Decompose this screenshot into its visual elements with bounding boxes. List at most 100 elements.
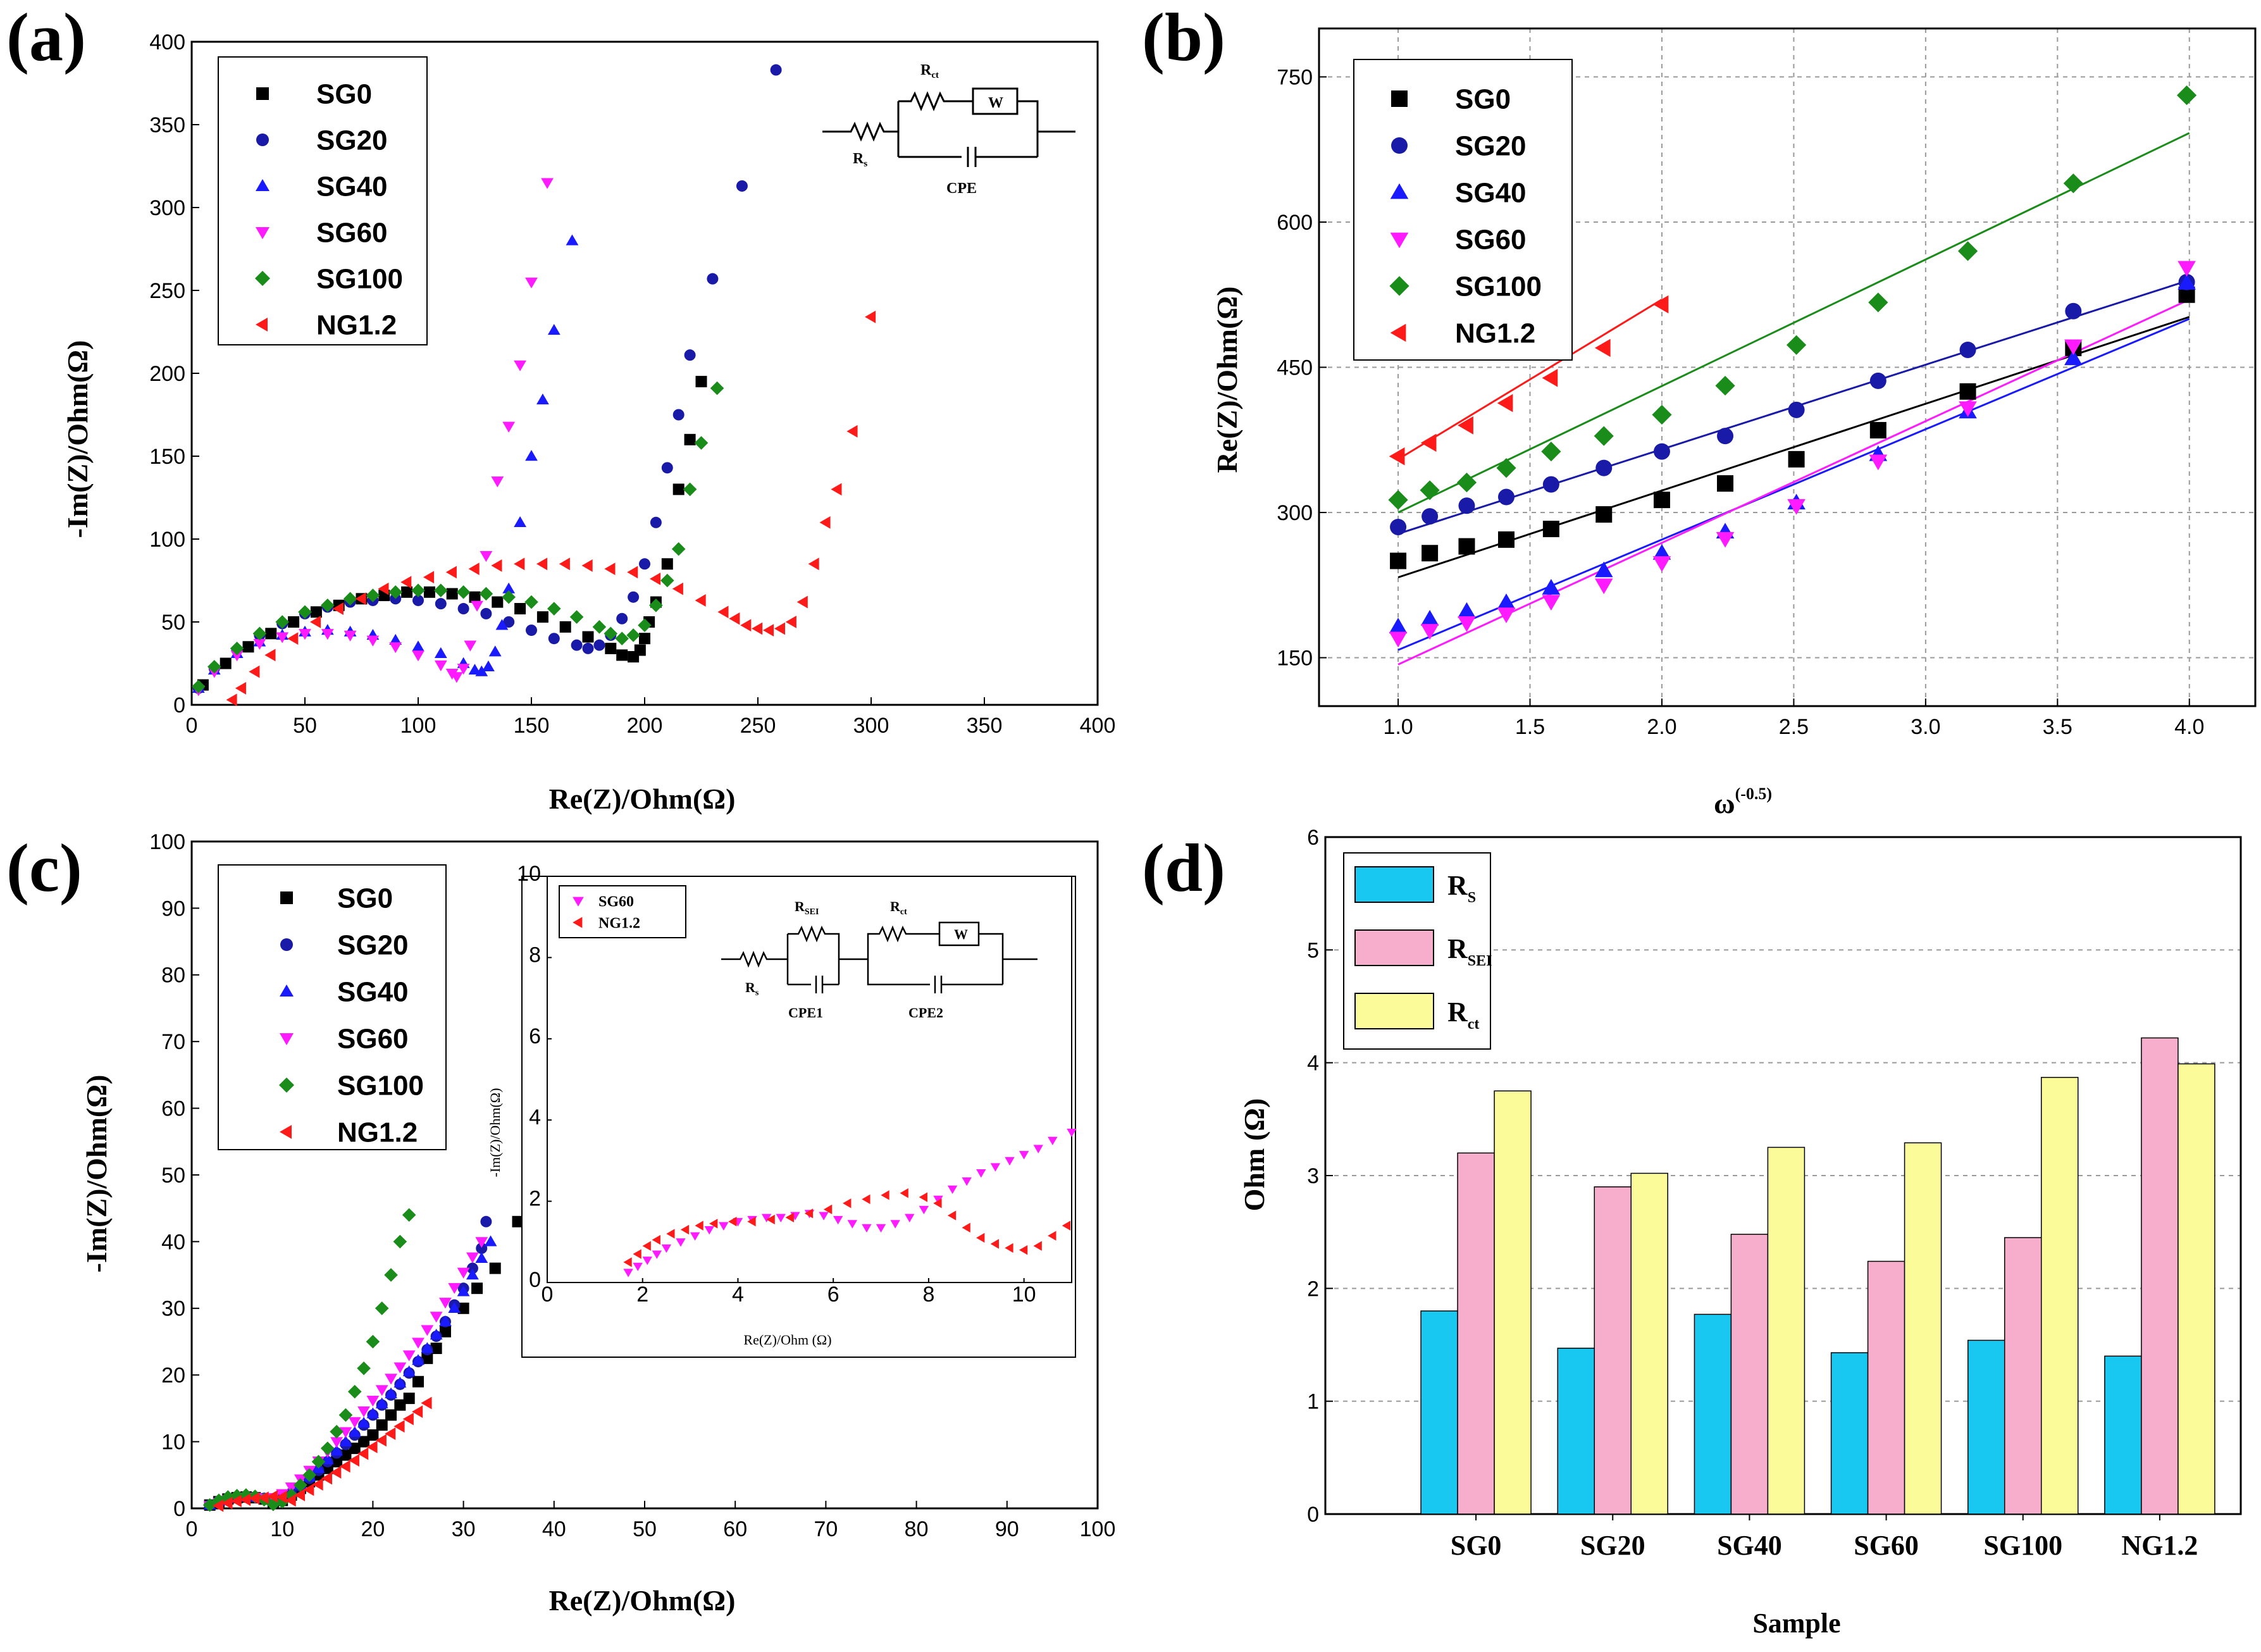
a-point-NG1.2 — [796, 595, 808, 609]
b-point-NG1.2 — [1420, 433, 1437, 452]
c-inset-point-NG1.2 — [1019, 1245, 1028, 1255]
a-point-SG100 — [638, 618, 652, 633]
d-bar-R_ct-SG100 — [2041, 1077, 2079, 1515]
c-inset-point-NG1.2 — [862, 1194, 870, 1205]
b-ytick-label: 450 — [1277, 356, 1313, 380]
c-inset-point-NG1.2 — [1005, 1243, 1013, 1253]
a-point-SG20 — [770, 64, 782, 76]
b-point-NG1.2 — [1652, 295, 1669, 314]
panel-c-inset: 0 2 4 6 8 10 0 2 4 6 8 10 SG60 NG1.2 — [517, 862, 1077, 1358]
c-inset-point-NG1.2 — [695, 1220, 703, 1231]
b-point-SG100 — [1496, 458, 1516, 478]
b-point-SG20 — [1498, 488, 1515, 506]
c-inset-ytick-label: 10 — [517, 862, 541, 886]
c-point-SG100 — [338, 1408, 353, 1422]
b-point-NG1.2 — [1594, 338, 1611, 357]
a-point-SG20 — [571, 639, 583, 651]
c-point-SG100 — [202, 1498, 217, 1512]
c-point-SG40 — [402, 1365, 416, 1377]
a-point-SG100 — [208, 659, 221, 674]
a-point-SG40 — [495, 619, 509, 630]
a-point-NG1.2 — [249, 665, 260, 678]
a-point-SG60 — [412, 650, 424, 662]
c-point-SG0 — [412, 1376, 424, 1388]
a-point-SG60 — [525, 277, 538, 289]
b-fit-SG60 — [1397, 299, 2190, 666]
c-point-NG1.2 — [312, 1478, 323, 1491]
panel-c-circuit-cpe2: CPE2 — [908, 1005, 943, 1021]
c-inset-point-SG60 — [1033, 1145, 1043, 1153]
a-point-NG1.2 — [400, 576, 412, 589]
panel-a-circuit-rct: Rct — [920, 62, 939, 80]
b-point-NG1.2 — [1389, 447, 1405, 466]
a-point-SG40 — [525, 450, 538, 461]
c-inset-point-SG60 — [862, 1224, 872, 1233]
a-xtick-label: 0 — [186, 714, 198, 738]
c-legend-label: SG20 — [337, 929, 409, 960]
b-fit-SG40 — [1397, 318, 2190, 651]
c-inset-point-SG60 — [833, 1215, 843, 1225]
b-legend-label: SG100 — [1455, 271, 1542, 302]
a-xtick-label: 100 — [400, 714, 437, 738]
c-legend-label: SG0 — [337, 883, 393, 914]
a-point-NG1.2 — [865, 311, 876, 323]
c-point-NG1.2 — [393, 1420, 405, 1433]
a-point-NG1.2 — [287, 632, 299, 645]
d-legend-swatch — [1354, 929, 1434, 966]
c-point-SG40 — [439, 1315, 452, 1327]
a-point-SG0 — [616, 649, 628, 661]
c-inset-point-SG60 — [623, 1269, 633, 1277]
a-point-SG0 — [446, 588, 458, 600]
a-point-SG60 — [366, 635, 380, 647]
a-legend-marker — [255, 271, 270, 286]
panel-c-circuit-cpe1: CPE1 — [788, 1005, 823, 1021]
c-inset-point-NG1.2 — [623, 1257, 632, 1267]
d-ytick-label: 5 — [1307, 938, 1319, 962]
a-point-SG0 — [661, 558, 673, 570]
c-inset-point-NG1.2 — [823, 1204, 833, 1215]
a-point-SG60 — [450, 672, 463, 683]
c-inset-xtick-label: 6 — [827, 1282, 839, 1307]
c-point-SG0 — [394, 1399, 406, 1411]
b-point-SG40 — [1389, 618, 1408, 633]
b-legend-label: SG0 — [1455, 84, 1511, 115]
b-xtick-label: 1.5 — [1515, 715, 1545, 739]
c-inset-ytick-label: 8 — [529, 943, 541, 967]
b-legend-box — [1353, 59, 1573, 361]
c-point-NG1.2 — [412, 1405, 423, 1419]
a-point-NG1.2 — [514, 557, 525, 571]
a-legend-label: SG40 — [316, 171, 388, 202]
panel-b-ylabel: Re(Z)/Ohm(Ω) — [1211, 287, 1243, 473]
a-point-SG40 — [482, 660, 495, 671]
b-point-SG60 — [1458, 616, 1476, 632]
a-point-NG1.2 — [717, 606, 729, 619]
b-xtick-label: 2.5 — [1779, 715, 1809, 739]
b-point-SG0 — [1959, 383, 1976, 400]
b-legend-label: SG20 — [1455, 130, 1527, 161]
c-legend-marker — [279, 1078, 294, 1093]
b-point-SG20 — [1788, 401, 1805, 418]
a-point-SG20 — [412, 594, 424, 606]
panel-c-circuit-w: W — [954, 926, 968, 942]
c-inset-point-SG60 — [1048, 1136, 1058, 1145]
c-point-SG40 — [457, 1285, 470, 1296]
a-legend-label: SG100 — [316, 263, 403, 294]
c-inset-xtick-label: 8 — [922, 1282, 934, 1307]
d-xtick-label: SG20 — [1580, 1530, 1645, 1561]
a-point-NG1.2 — [468, 562, 480, 576]
a-xtick-label: 150 — [514, 714, 550, 738]
a-point-SG0 — [492, 596, 504, 608]
c-point-SG40 — [466, 1269, 479, 1280]
c-point-SG0 — [457, 1302, 469, 1314]
c-ytick-label: 20 — [161, 1363, 185, 1388]
c-point-SG60 — [439, 1298, 452, 1309]
b-point-SG100 — [1868, 292, 1888, 313]
d-ytick-label: 0 — [1307, 1503, 1319, 1527]
c-inset-ytick-label: 2 — [529, 1187, 541, 1211]
b-point-SG20 — [1542, 476, 1559, 493]
c-point-SG0 — [471, 1282, 483, 1295]
b-point-SG20 — [1390, 518, 1407, 535]
a-point-SG40 — [488, 645, 502, 657]
b-point-SG0 — [1458, 538, 1475, 555]
c-legend-marker — [280, 891, 293, 904]
